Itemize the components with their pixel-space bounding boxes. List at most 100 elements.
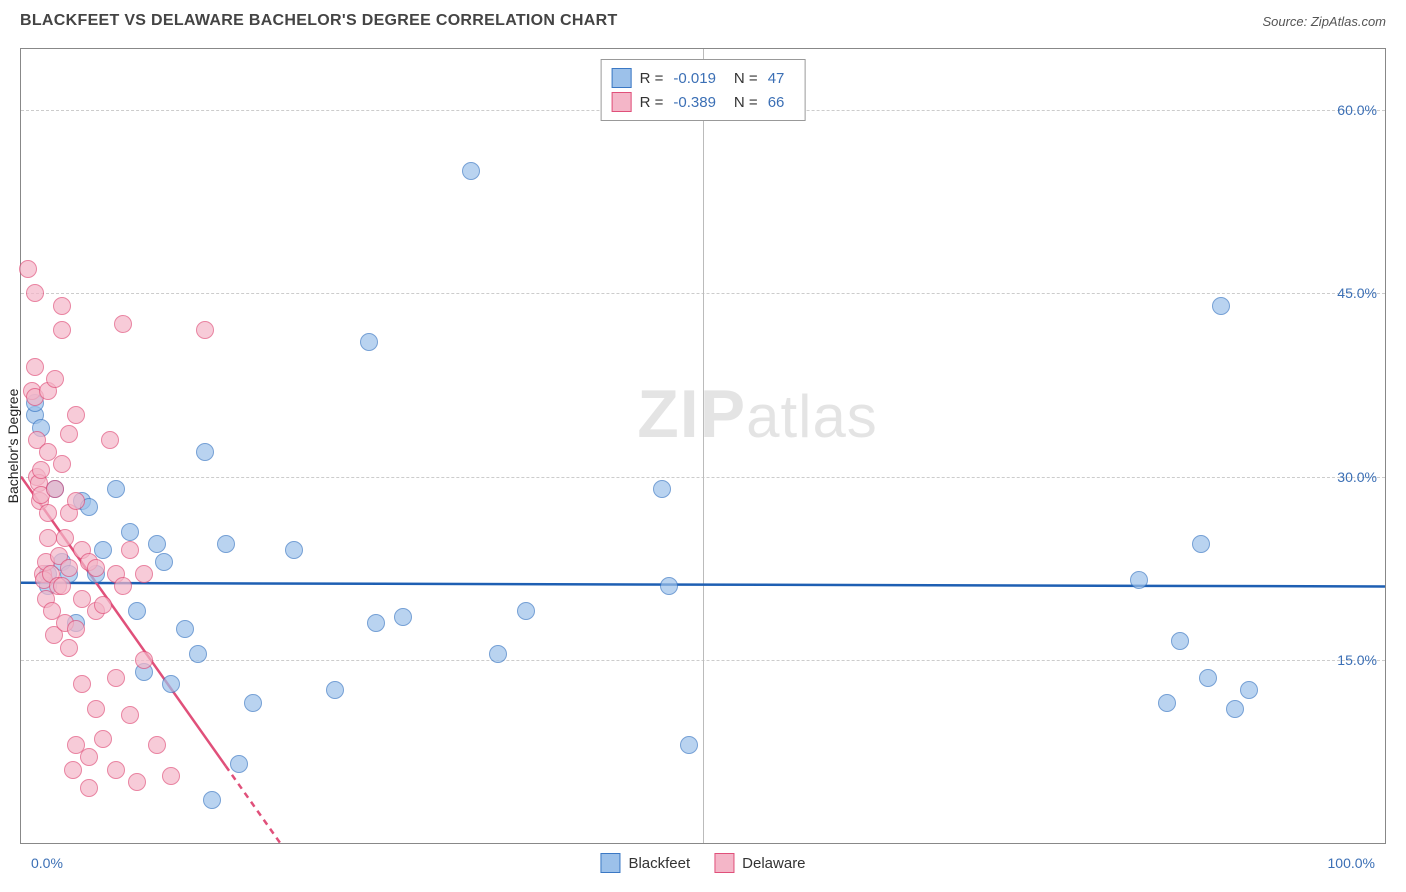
data-point [176,620,194,638]
data-point [80,779,98,797]
data-point [203,791,221,809]
data-point [64,761,82,779]
data-point [32,461,50,479]
data-point [128,773,146,791]
data-point [39,529,57,547]
data-point [53,455,71,473]
data-point [39,504,57,522]
data-point [367,614,385,632]
legend-r-label: R = [640,94,664,111]
data-point [135,565,153,583]
legend-n-label: N = [734,94,758,111]
data-point [217,535,235,553]
data-point [26,358,44,376]
legend-item: Blackfeet [600,853,690,873]
data-point [46,370,64,388]
y-tick-label: 60.0% [1337,102,1377,118]
data-point [1192,535,1210,553]
scatter-plot: 15.0% 30.0% 45.0% 60.0% [21,49,1385,843]
data-point [1130,571,1148,589]
x-axis-min-label: 0.0% [31,855,63,871]
data-point [94,596,112,614]
legend-n-value: 47 [768,70,785,87]
data-point [660,577,678,595]
x-mid-line [703,49,704,843]
series-legend: Blackfeet Delaware [600,853,805,873]
data-point [87,700,105,718]
data-point [60,639,78,657]
data-point [1212,297,1230,315]
data-point [244,694,262,712]
data-point [19,260,37,278]
data-point [162,767,180,785]
legend-r-label: R = [640,70,664,87]
data-point [517,602,535,620]
data-point [107,669,125,687]
data-point [80,748,98,766]
y-tick-label: 45.0% [1337,285,1377,301]
data-point [114,315,132,333]
legend-r-value: -0.389 [673,94,716,111]
data-point [1199,669,1217,687]
legend-r-value: -0.019 [673,70,716,87]
data-point [285,541,303,559]
data-point [53,577,71,595]
data-point [107,480,125,498]
correlation-legend: R = -0.019 N = 47 R = -0.389 N = 66 [601,59,806,121]
legend-row: R = -0.019 N = 47 [612,66,795,90]
data-point [148,736,166,754]
data-point [189,645,207,663]
legend-swatch [612,68,632,88]
legend-swatch [600,853,620,873]
data-point [56,529,74,547]
data-point [680,736,698,754]
data-point [114,577,132,595]
y-tick-label: 15.0% [1337,652,1377,668]
data-point [196,321,214,339]
data-point [1226,700,1244,718]
data-point [53,321,71,339]
legend-label: Blackfeet [628,855,690,872]
legend-n-value: 66 [768,94,785,111]
data-point [73,675,91,693]
data-point [128,602,146,620]
data-point [148,535,166,553]
data-point [196,443,214,461]
chart-source: Source: ZipAtlas.com [1262,14,1386,29]
data-point [1240,681,1258,699]
data-point [653,480,671,498]
chart-plot-area: Bachelor's Degree 15.0%30.0%45.0%60.0% R… [20,48,1386,844]
data-point [1171,632,1189,650]
data-point [87,559,105,577]
data-point [121,541,139,559]
data-point [67,492,85,510]
x-axis-max-label: 100.0% [1328,855,1375,871]
legend-label: Delaware [742,855,805,872]
data-point [135,651,153,669]
data-point [121,523,139,541]
data-point [94,730,112,748]
legend-swatch [612,92,632,112]
data-point [121,706,139,724]
legend-swatch [714,853,734,873]
data-point [326,681,344,699]
legend-n-label: N = [734,70,758,87]
chart-header: BLACKFEET VS DELAWARE BACHELOR'S DEGREE … [0,0,1406,38]
data-point [107,761,125,779]
data-point [101,431,119,449]
data-point [46,480,64,498]
data-point [26,284,44,302]
legend-row: R = -0.389 N = 66 [612,90,795,114]
y-tick-label: 30.0% [1337,469,1377,485]
data-point [462,162,480,180]
data-point [230,755,248,773]
chart-title: BLACKFEET VS DELAWARE BACHELOR'S DEGREE … [20,12,618,30]
data-point [489,645,507,663]
data-point [67,620,85,638]
data-point [1158,694,1176,712]
legend-item: Delaware [714,853,805,873]
data-point [360,333,378,351]
data-point [53,297,71,315]
data-point [60,559,78,577]
data-point [67,406,85,424]
